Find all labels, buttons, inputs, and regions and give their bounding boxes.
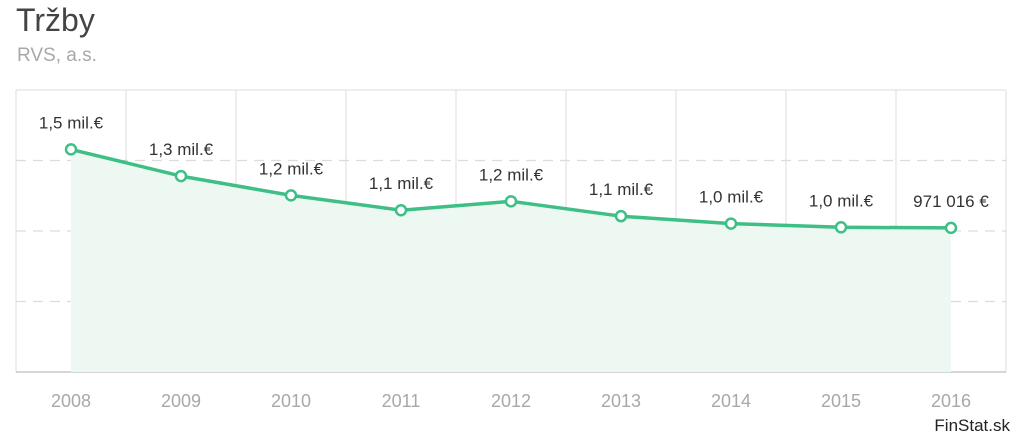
data-label: 1,2 mil.€ (479, 165, 544, 184)
data-point-2011 (394, 203, 408, 217)
x-tick-label: 2010 (271, 391, 311, 411)
data-point-2012 (504, 195, 518, 208)
x-tick-label: 2015 (821, 391, 861, 411)
data-label: 1,0 mil.€ (699, 188, 764, 207)
data-label: 1,1 mil.€ (369, 174, 434, 193)
data-point-2008 (64, 143, 78, 156)
data-point-2009 (174, 169, 188, 183)
source-credit: FinStat.sk (934, 416, 1010, 435)
data-label: 1,5 mil.€ (39, 113, 104, 132)
data-points (64, 143, 958, 235)
data-label: 1,0 mil.€ (809, 191, 874, 210)
data-point-2013 (614, 209, 628, 223)
data-point-2010 (284, 189, 298, 202)
data-label: 1,1 mil.€ (589, 180, 654, 199)
chart-title: Tržby (16, 2, 95, 38)
x-tick-label: 2016 (931, 391, 971, 411)
x-tick-label: 2013 (601, 391, 641, 411)
data-point-2016 (944, 221, 958, 235)
data-label: 971 016 € (913, 192, 989, 211)
x-tick-label: 2012 (491, 391, 531, 411)
x-tick-label: 2008 (51, 391, 91, 411)
x-tick-label: 2009 (161, 391, 201, 411)
company-name: RVS, a.s. (17, 45, 97, 66)
data-label: 1,2 mil.€ (259, 159, 324, 178)
area-fill (71, 149, 951, 372)
x-tick-label: 2014 (711, 391, 751, 411)
data-point-2015 (834, 221, 848, 234)
data-point-2014 (724, 217, 738, 230)
data-label: 1,3 mil.€ (149, 140, 214, 159)
data-labels: 1,5 mil.€ 1,3 mil.€ 1,2 mil.€ 1,1 mil.€ 1,2 … (39, 113, 989, 211)
x-tick-label: 2011 (382, 391, 421, 411)
x-axis: 2008 2009 2010 2011 2012 2013 2014 2015 2016 (51, 391, 971, 411)
